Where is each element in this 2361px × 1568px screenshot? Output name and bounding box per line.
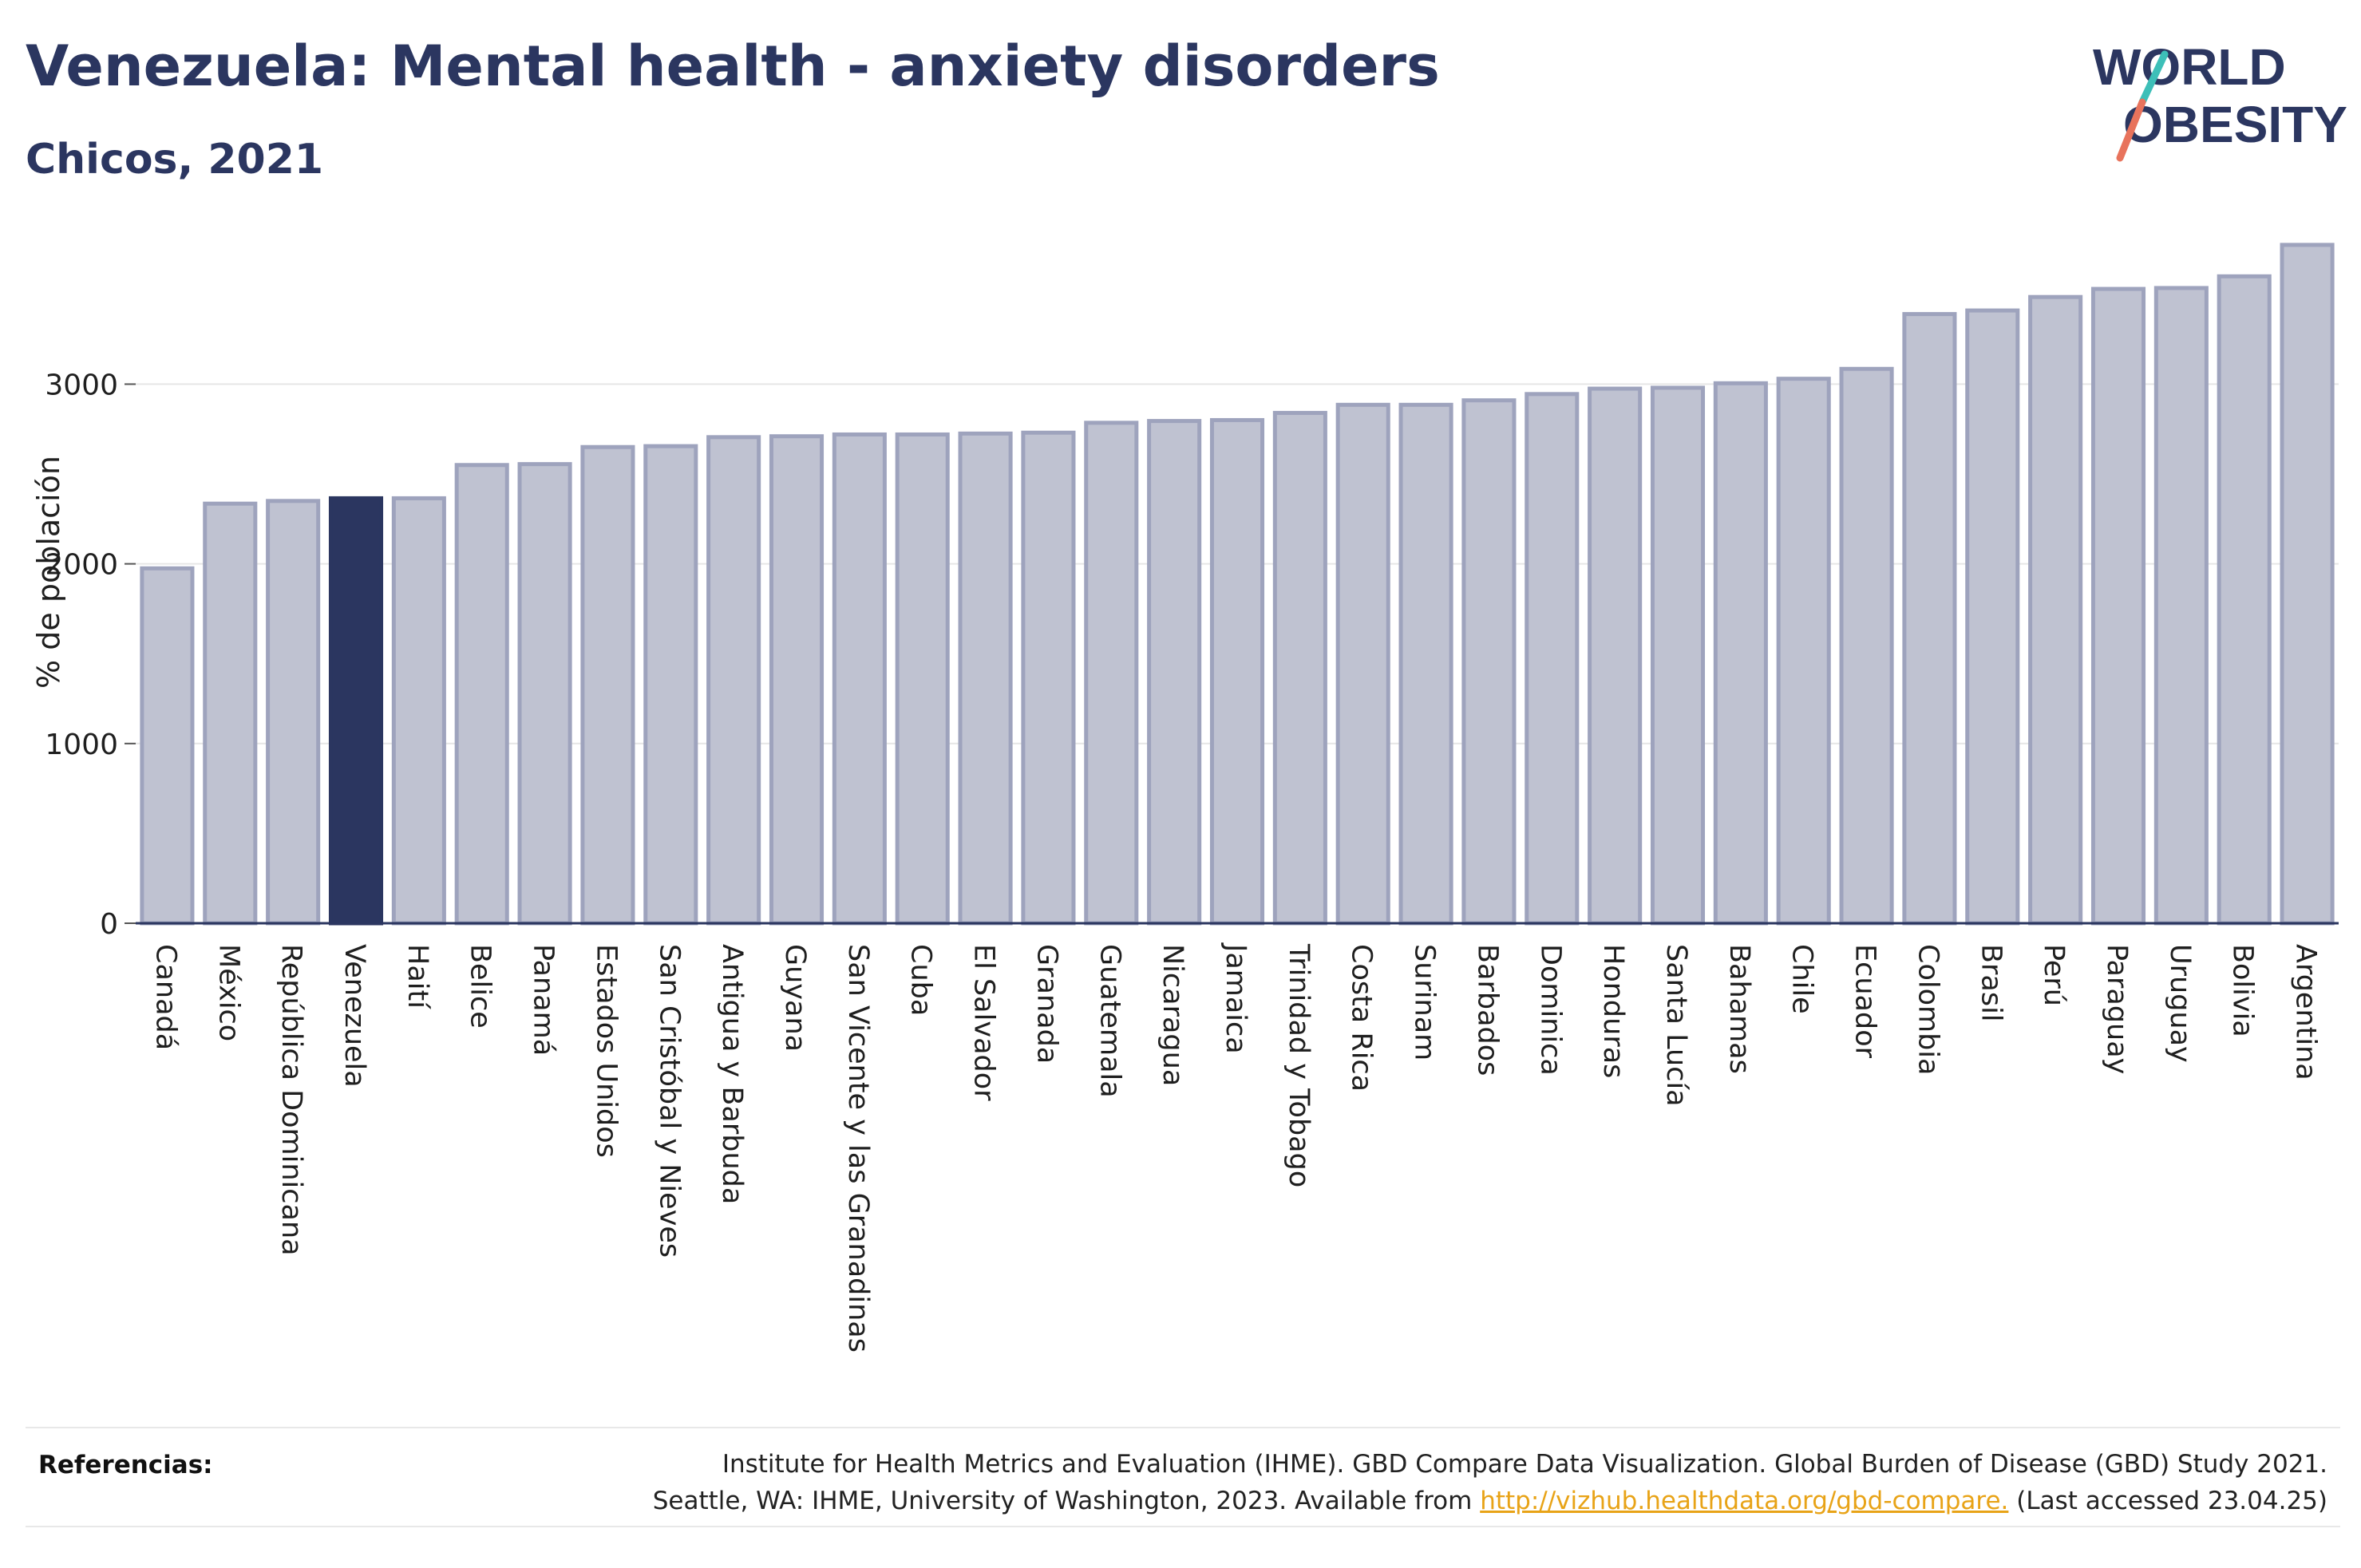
bar-santa-lucía [1650,385,1706,926]
x-tick-label: Haití [401,944,433,1009]
bar-paraguay [2090,286,2146,926]
bar-chart: 0 1000 2000 3000 Canadá México República Domi… [31,243,2339,1353]
bar-cuba [895,432,950,926]
references-label: Referencias: [38,1451,213,1479]
x-tick-label: Colombia [1912,944,1944,1075]
x-tick-label: Paraguay [2101,944,2133,1074]
x-tick-label: Argentina [2290,944,2322,1080]
x-tick-label: El Salvador [968,944,1000,1101]
x-tick-label: Uruguay [2164,944,2196,1063]
page-title: Venezuela: Mental health - anxiety disor… [26,34,1440,99]
bar-guatemala [1084,421,1139,926]
bar-méxico [203,501,258,926]
reference-line-1: Institute for Health Metrics and Evaluat… [722,1450,2327,1479]
y-tick-label: 1000 [45,729,118,761]
label-layer: Canadá México República Dominicana Venezuel… [149,942,2321,1353]
bar-brasil [1965,308,2020,926]
y-axis-label: % de población [31,456,66,689]
x-tick-label: Cuba [905,944,937,1016]
logo-text-world: WORLD [2093,38,2286,96]
x-tick-label: Guyana [779,944,811,1052]
reference-line-2: Seattle, WA: IHME, University of Washing… [412,1483,2327,1519]
bar-el-salvador [958,431,1013,926]
x-tick-label: Surinam [1409,944,1441,1060]
x-tick-label: Canadá [149,944,181,1050]
x-tick-label: Antigua y Barbuda [716,944,748,1204]
bar-costa-rica [1335,402,1390,926]
logo-text-obesity: OBESITY [2123,96,2347,153]
x-tick-label: Venezuela [338,944,370,1088]
x-tick-label: Panamá [528,944,560,1056]
bar-república-dominicana [266,499,321,926]
bar-barbados [1461,398,1517,926]
x-tick-label: Trinidad y Tobago [1283,943,1315,1187]
x-tick-label: República Dominicana [275,944,307,1256]
world-obesity-logo: WORLD OBESITY [2093,38,2347,162]
x-tick-label: Granada [1030,944,1062,1064]
bar-honduras [1588,386,1643,926]
axis-layer: 0 1000 2000 3000 [45,369,2339,941]
footer-divider-top [26,1427,2340,1428]
bar-dominica [1525,392,1580,926]
bar-canadá [140,566,195,926]
x-tick-label: Ecuador [1849,944,1881,1059]
x-tick-label: Nicaragua [1157,944,1188,1086]
bar-bahamas [1713,381,1768,926]
bar-argentina [2280,243,2335,926]
x-tick-label: Brasil [1975,944,2007,1022]
x-tick-label: Estados Unidos [590,944,622,1158]
bar-uruguay [2153,286,2209,926]
bar-panamá [517,462,572,926]
bar-trinidad-y-tobago [1272,410,1327,926]
bar-colombia [1902,312,1957,926]
bar-perú [2028,294,2083,926]
bar-san-vicente-y-las-granadinas [832,432,887,926]
bar-belice [454,463,509,926]
x-tick-label: Perú [2038,944,2070,1006]
y-tick-label: 2000 [45,549,118,582]
bar-estados-unidos [580,444,635,926]
bar-granada [1021,430,1076,926]
x-tick-label: Bolivia [2227,944,2259,1037]
bar-ecuador [1839,366,1894,926]
x-tick-label: Bahamas [1723,944,1755,1074]
x-tick-label: Dominica [1534,944,1566,1076]
bar-antigua-y-barbuda [706,435,761,926]
x-tick-label: México [212,944,244,1041]
bar-haití [391,496,446,926]
x-tick-label: Chile [1786,944,1818,1014]
footer-divider-bottom [26,1526,2340,1527]
reference-line-2-prefix: Seattle, WA: IHME, University of Washing… [652,1487,1481,1515]
x-tick-label: Belice [465,944,496,1029]
references-text: Institute for Health Metrics and Evaluat… [412,1446,2327,1519]
y-tick-label: 3000 [45,369,118,401]
page-subtitle: Chicos, 2021 [26,136,324,184]
reference-line-2-suffix: (Last accessed 23.04.25) [2008,1487,2327,1515]
bar-jamaica [1209,417,1265,926]
x-tick-label: Barbados [1471,944,1503,1076]
x-tick-label: San Cristóbal y Nieves [653,944,685,1258]
logo-slash-teal [2138,50,2169,106]
x-tick-label: Guatemala [1093,944,1125,1098]
x-tick-label: Jamaica [1220,942,1252,1054]
bar-chile [1776,377,1831,926]
reference-link[interactable]: http://vizhub.healthdata.org/gbd-compare… [1480,1487,2009,1515]
y-tick-label: 0 [100,908,118,941]
bar-surinam [1398,402,1453,926]
bar-layer [140,243,2335,926]
x-tick-label: Costa Rica [1346,944,1378,1092]
x-tick-label: San Vicente y las Granadinas [842,944,874,1353]
logo-slash-coral [2116,98,2146,162]
bar-guyana [769,434,825,926]
bar-bolivia [2217,274,2272,926]
x-tick-label: Santa Lucía [1660,944,1692,1107]
bar-nicaragua [1147,419,1202,926]
x-tick-label: Honduras [1597,944,1629,1078]
bar-san-cristóbal-y-nieves [643,444,698,926]
bar-venezuela [328,496,384,926]
